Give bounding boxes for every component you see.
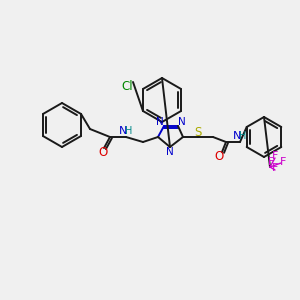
- Text: N: N: [156, 117, 164, 127]
- Text: N: N: [119, 126, 127, 136]
- Text: N: N: [233, 131, 241, 141]
- Text: O: O: [98, 146, 108, 160]
- Text: F: F: [272, 163, 278, 173]
- Text: S: S: [194, 125, 202, 139]
- Text: F: F: [268, 157, 274, 167]
- Text: F: F: [272, 151, 278, 161]
- Text: N: N: [178, 117, 186, 127]
- Text: N: N: [166, 147, 174, 157]
- Text: F: F: [280, 157, 286, 167]
- Text: Cl: Cl: [121, 80, 133, 94]
- Text: H: H: [239, 131, 247, 141]
- Text: H: H: [125, 126, 133, 136]
- Text: O: O: [214, 151, 224, 164]
